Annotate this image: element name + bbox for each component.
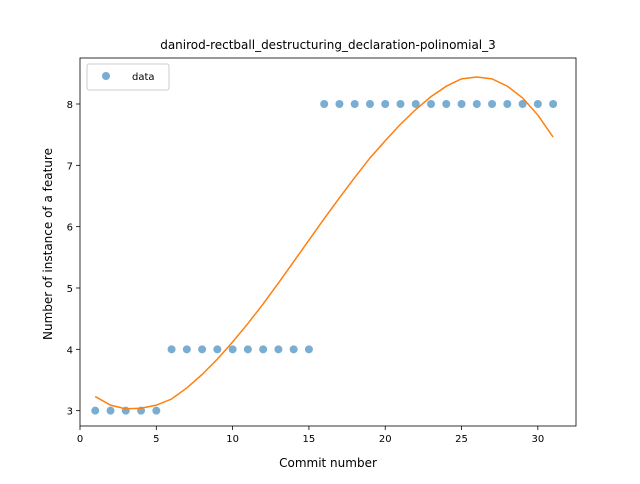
data-point — [182, 345, 191, 354]
data-point — [427, 100, 436, 108]
legend: data — [86, 63, 170, 91]
y-tick-label: 7 — [67, 161, 73, 172]
y-tick-label: 5 — [67, 284, 73, 295]
data-point — [304, 345, 313, 354]
x-tick-label: 20 — [379, 434, 392, 445]
x-tick-label: 0 — [77, 434, 83, 445]
data-point — [152, 406, 161, 415]
y-axis-title: Number of instance of a feature — [41, 148, 55, 340]
data-point — [335, 100, 344, 108]
axes-frame — [79, 57, 577, 427]
data-point — [350, 100, 359, 108]
data-point — [518, 100, 527, 108]
axes: 0 5 10 15 20 25 30 3 4 5 6 7 8 — [67, 57, 577, 445]
data-point — [411, 100, 420, 108]
data-point — [198, 345, 207, 354]
plot-area — [91, 76, 558, 415]
chart-title: danirod-rectball_destructuring_declarati… — [160, 38, 496, 52]
legend-box — [86, 63, 170, 91]
data-point — [274, 345, 283, 354]
data-point — [488, 100, 497, 108]
data-point — [472, 100, 481, 108]
data-point — [167, 345, 176, 354]
data-point — [91, 406, 100, 415]
x-tick-label: 30 — [531, 434, 544, 445]
fit-line — [94, 76, 554, 410]
data-point — [457, 100, 466, 108]
legend-label-data: data — [132, 72, 155, 83]
data-point — [243, 345, 252, 354]
data-point — [396, 100, 405, 108]
x-tick-label: 25 — [455, 434, 468, 445]
data-point — [503, 100, 512, 108]
y-tick-label: 8 — [67, 100, 73, 111]
data-point — [365, 100, 374, 108]
x-tick-label: 10 — [226, 434, 239, 445]
x-tick-label: 5 — [153, 434, 159, 445]
y-tick-label: 3 — [67, 407, 73, 418]
x-axis-title: Commit number — [279, 456, 377, 470]
data-point — [289, 345, 298, 354]
x-tick-label: 15 — [303, 434, 316, 445]
data-point — [320, 100, 329, 108]
data-point — [213, 345, 222, 354]
data-point — [259, 345, 268, 354]
data-point — [533, 100, 542, 108]
y-tick-label: 6 — [67, 223, 73, 234]
data-point — [442, 100, 451, 108]
data-point — [381, 100, 390, 108]
data-point — [549, 100, 558, 108]
data-point — [228, 345, 237, 354]
legend-marker-data — [102, 72, 110, 80]
data-point — [106, 406, 115, 415]
y-tick-label: 4 — [67, 345, 73, 356]
